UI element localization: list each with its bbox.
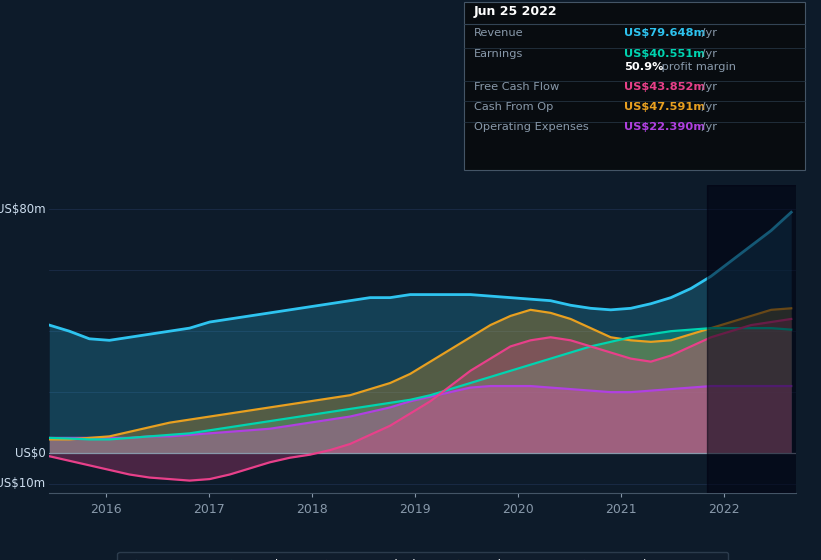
Legend: Revenue, Earnings, Free Cash Flow, Cash From Op, Operating Expenses: Revenue, Earnings, Free Cash Flow, Cash … (117, 552, 728, 560)
Text: -US$10m: -US$10m (0, 477, 45, 490)
Text: US$79.648m: US$79.648m (624, 29, 705, 39)
Text: /yr: /yr (698, 123, 717, 133)
Text: Revenue: Revenue (474, 29, 523, 39)
Text: 50.9%: 50.9% (624, 62, 663, 72)
Text: Jun 25 2022: Jun 25 2022 (474, 5, 557, 18)
Text: US$0: US$0 (15, 447, 45, 460)
Text: Earnings: Earnings (474, 49, 523, 59)
Text: Cash From Op: Cash From Op (474, 102, 553, 113)
Text: Operating Expenses: Operating Expenses (474, 123, 589, 133)
Text: Free Cash Flow: Free Cash Flow (474, 82, 559, 92)
Text: /yr: /yr (698, 102, 717, 113)
Text: /yr: /yr (698, 29, 717, 39)
Text: US$47.591m: US$47.591m (624, 102, 705, 113)
Text: US$22.390m: US$22.390m (624, 123, 705, 133)
Text: /yr: /yr (698, 82, 717, 92)
Text: US$40.551m: US$40.551m (624, 49, 705, 59)
Text: US$80m: US$80m (0, 203, 45, 216)
Bar (707, 185, 812, 493)
Text: profit margin: profit margin (658, 62, 736, 72)
Text: /yr: /yr (698, 49, 717, 59)
Text: US$43.852m: US$43.852m (624, 82, 705, 92)
